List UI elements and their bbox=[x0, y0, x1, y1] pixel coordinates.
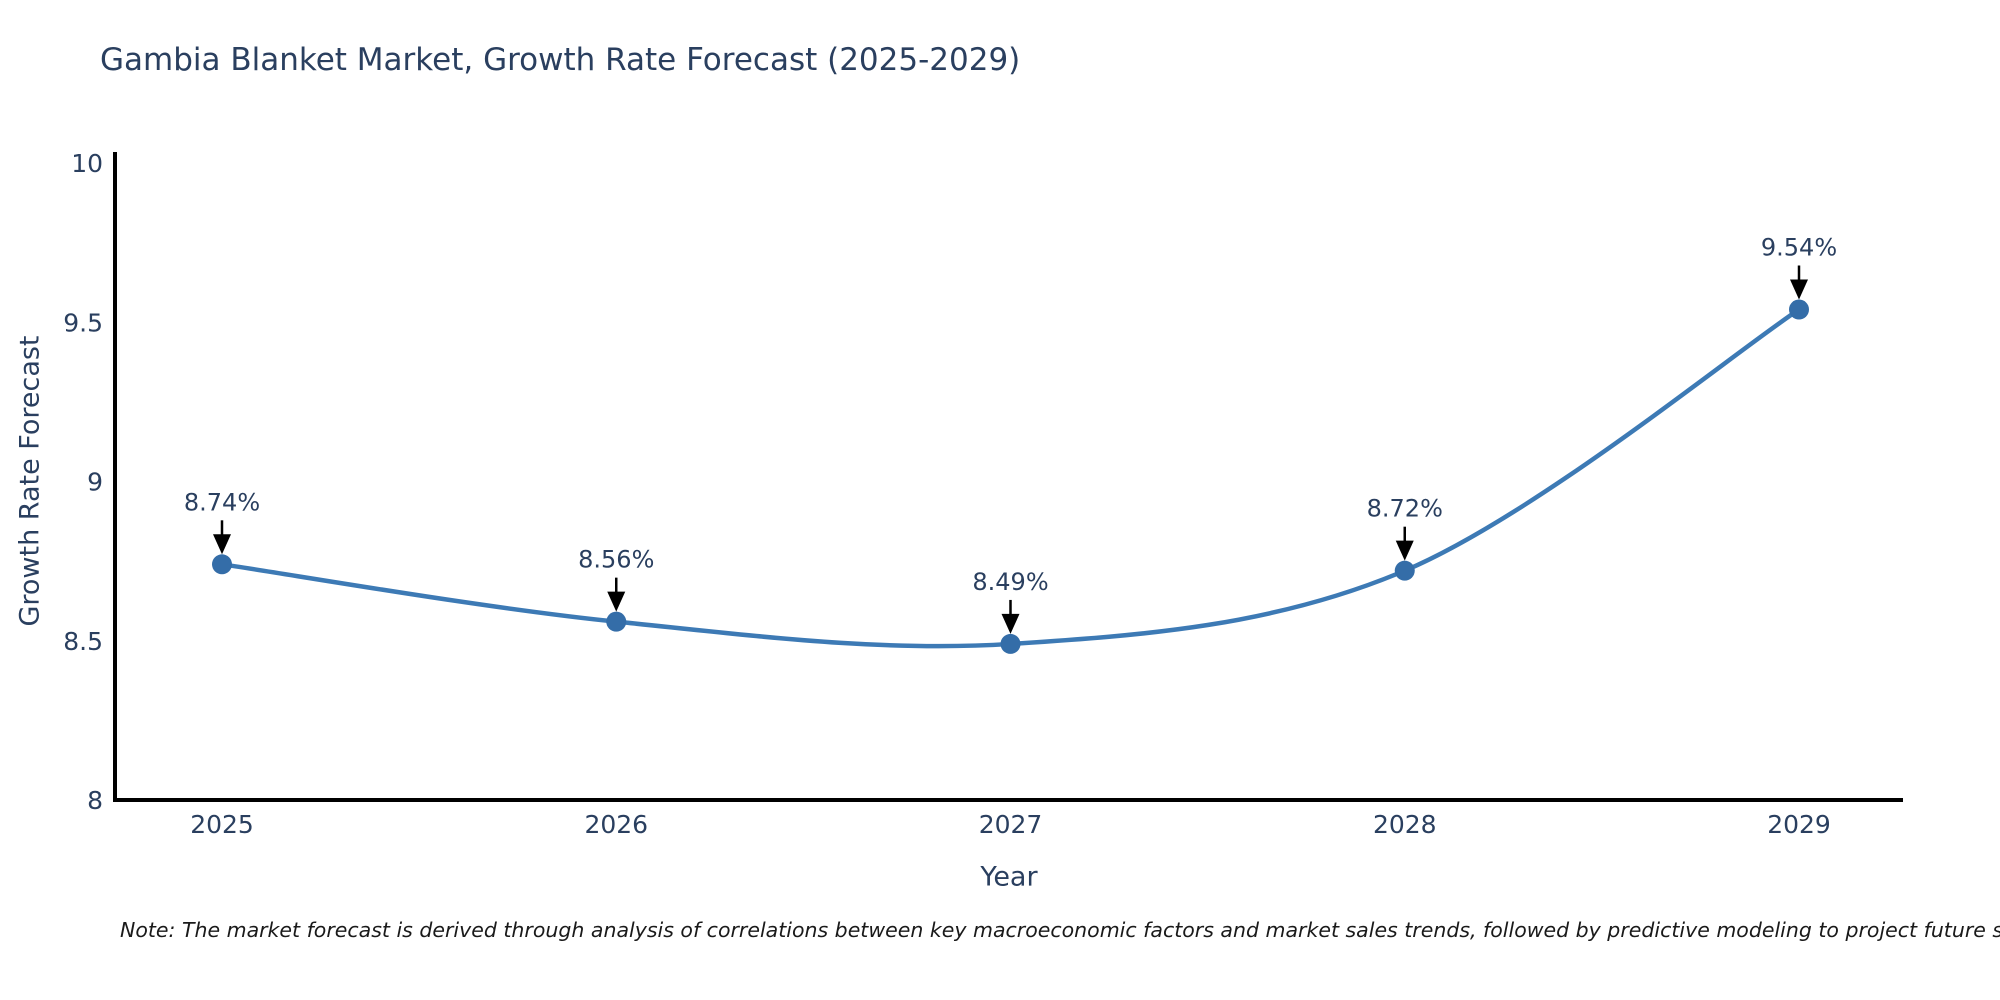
y-axis-title: Growth Rate Forecast bbox=[14, 335, 46, 627]
x-tick-label: 2027 bbox=[979, 810, 1043, 839]
x-tick-label: 2029 bbox=[1767, 810, 1831, 839]
annotation-arrowhead-icon bbox=[1395, 540, 1414, 561]
data-point[interactable] bbox=[606, 611, 627, 632]
data-point-label: 9.54% bbox=[1761, 234, 1837, 262]
y-tick-label: 8 bbox=[87, 786, 103, 815]
annotation-arrowhead-icon bbox=[1001, 613, 1020, 634]
data-point[interactable] bbox=[1789, 299, 1809, 320]
data-point-label: 8.72% bbox=[1367, 495, 1443, 523]
data-point-label: 8.74% bbox=[184, 488, 260, 516]
data-point[interactable] bbox=[1000, 633, 1021, 654]
data-point[interactable] bbox=[212, 554, 232, 575]
x-tick-label: 2025 bbox=[190, 810, 254, 839]
data-point-label: 8.56% bbox=[578, 546, 654, 574]
x-tick-label: 2026 bbox=[584, 810, 648, 839]
x-tick-label: 2028 bbox=[1373, 810, 1437, 839]
annotation-arrowhead-icon bbox=[607, 591, 626, 612]
y-tick-label: 9 bbox=[87, 468, 103, 497]
y-tick-label: 9.5 bbox=[63, 308, 103, 337]
data-point-label: 8.49% bbox=[972, 568, 1048, 596]
x-axis-title: Year bbox=[980, 861, 1038, 893]
y-tick-label: 8.5 bbox=[63, 627, 103, 656]
chart-title: Gambia Blanket Market, Growth Rate Forec… bbox=[100, 42, 1021, 78]
data-point[interactable] bbox=[1394, 560, 1415, 581]
annotation-arrowhead-icon bbox=[213, 534, 231, 555]
annotation-arrowhead-icon bbox=[1790, 279, 1808, 300]
y-tick-label: 10 bbox=[71, 149, 103, 178]
footnote: Note: The market forecast is derived thr… bbox=[120, 918, 2000, 942]
